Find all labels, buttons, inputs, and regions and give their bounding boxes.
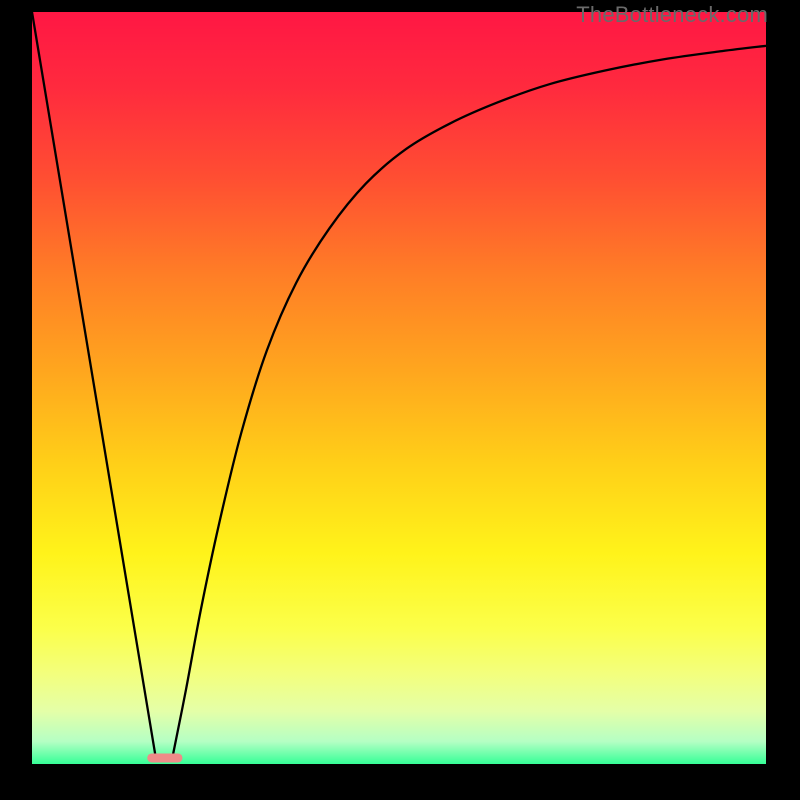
optimal-point-marker xyxy=(147,753,182,762)
chart-background xyxy=(32,12,766,764)
watermark-text: TheBottleneck.com xyxy=(576,2,768,28)
chart-stage: TheBottleneck.com xyxy=(0,0,800,800)
bottleneck-curve-chart xyxy=(32,12,766,764)
